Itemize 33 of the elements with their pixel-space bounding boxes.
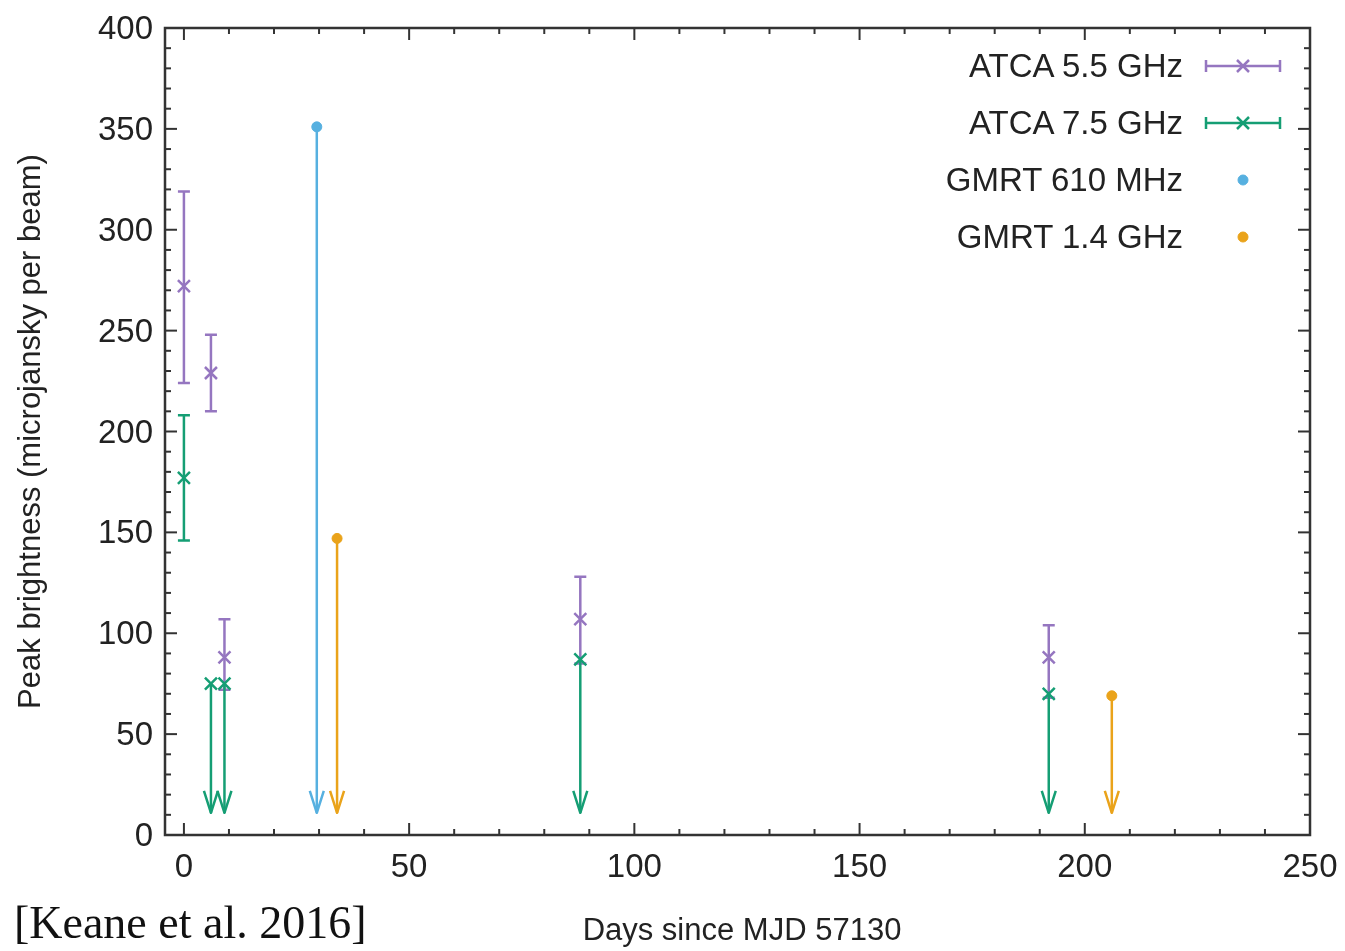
point — [331, 532, 343, 544]
legend-label: GMRT 610 MHz — [945, 161, 1183, 198]
point — [176, 470, 192, 486]
y-axis-title: Peak brightness (microjansky per beam) — [12, 154, 47, 709]
x-tick-label: 200 — [1057, 847, 1113, 884]
point — [203, 365, 219, 381]
y-tick-label: 250 — [97, 311, 153, 349]
y-tick-label: 0 — [134, 816, 153, 853]
point — [1106, 690, 1118, 702]
x-tick-label: 50 — [390, 847, 428, 884]
text: [Keane et al. 2016] — [14, 897, 367, 948]
legend-label: GMRT 1.4 GHz — [956, 218, 1183, 255]
y-tick-label: 200 — [97, 412, 153, 450]
legend-label: ATCA 7.5 GHz — [969, 104, 1183, 141]
y-tick-label: 350 — [97, 109, 153, 147]
point — [1041, 650, 1056, 665]
point — [217, 650, 232, 665]
y-tick-label: 100 — [97, 614, 153, 652]
point — [176, 278, 192, 294]
y-tick-label: 150 — [97, 513, 153, 551]
x-tick-label: 0 — [174, 847, 194, 884]
x-tick-label: 100 — [606, 847, 662, 884]
point — [573, 652, 588, 667]
x-tick-label: 250 — [1282, 847, 1338, 884]
y-tick-label: 400 — [97, 9, 153, 46]
legend-label: ATCA 5.5 GHz — [969, 47, 1183, 84]
y-tick-label: 50 — [116, 715, 153, 753]
y-tick-label: 300 — [97, 210, 153, 248]
point — [1041, 686, 1056, 702]
x-axis-title: Days since MJD 57130 — [582, 912, 902, 947]
point — [573, 611, 588, 627]
x-tick-label: 150 — [832, 847, 888, 884]
point — [311, 121, 323, 133]
